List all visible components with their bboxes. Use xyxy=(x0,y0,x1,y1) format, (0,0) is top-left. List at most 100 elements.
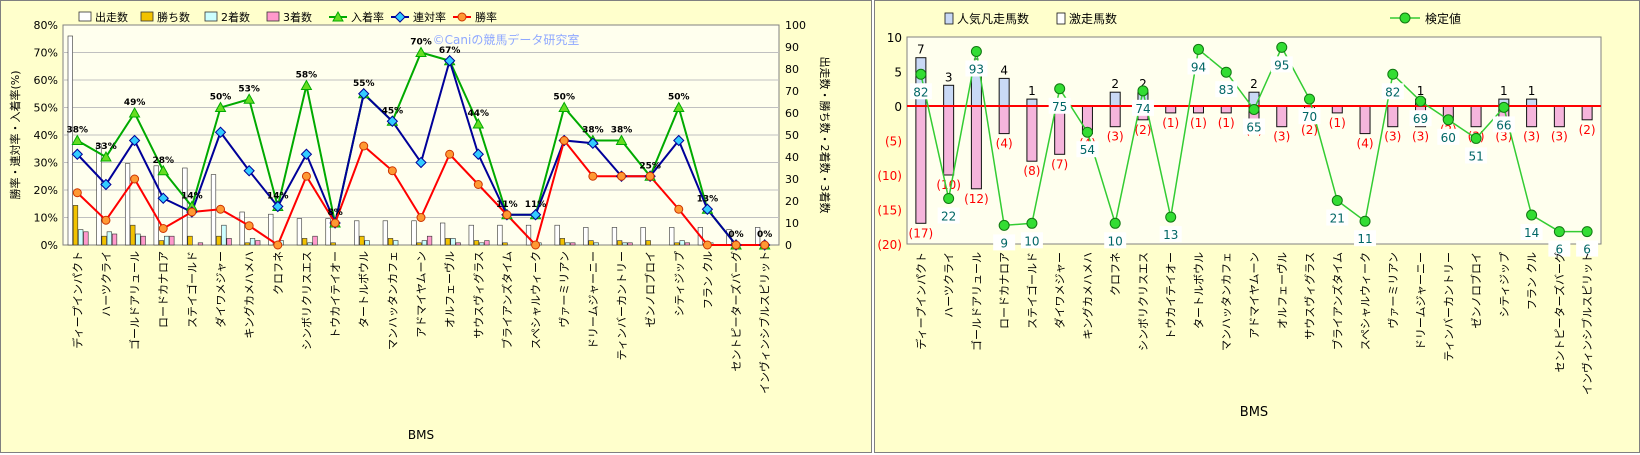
marker-勝率 xyxy=(702,240,712,250)
marker-連対率 xyxy=(272,200,284,213)
bar-激走馬数 xyxy=(1470,105,1482,128)
line-label-bg xyxy=(1409,110,1432,127)
category-label: オルフェーヴル xyxy=(1275,252,1289,329)
marker-勝率 xyxy=(645,171,655,181)
marker-連対率 xyxy=(157,192,169,204)
bar-激走馬数 xyxy=(1109,105,1121,128)
line-label-bg xyxy=(1187,58,1210,75)
y-tick-label: 0% xyxy=(41,239,58,252)
category-label: セントピーターズバーグ xyxy=(729,251,743,371)
bar-勝ち数 xyxy=(72,205,79,246)
line-value-label: 13 xyxy=(1163,228,1178,242)
marker-検定値 xyxy=(1137,85,1149,97)
category-label: ステイゴールド xyxy=(185,251,199,328)
bar-勝ち数 xyxy=(502,242,508,246)
line-value-label: 6 xyxy=(1556,243,1564,257)
bar-2着数 xyxy=(135,233,141,246)
bar-3着数 xyxy=(226,238,232,246)
bar-value-label: 1 xyxy=(1500,84,1508,98)
x-axis-title: BMS xyxy=(408,428,434,442)
category-label: ハーツクライ xyxy=(943,252,956,318)
marker-検定値 xyxy=(1081,126,1093,138)
category-label: インヴィンシブルスピリット xyxy=(758,251,772,394)
bar-value-label: 1 xyxy=(1028,84,1036,98)
bar-激走馬数 xyxy=(943,105,955,176)
marker-勝率 xyxy=(330,218,340,228)
marker-勝率 xyxy=(101,215,111,225)
marker-検定値 xyxy=(1331,195,1343,207)
marker-検定値 xyxy=(1054,83,1066,95)
bar-3着数 xyxy=(570,242,576,246)
data-label: 0% xyxy=(728,230,743,240)
bar-value-label: (1) xyxy=(1162,116,1179,130)
category-label: ドリームジャーニー xyxy=(587,251,600,349)
category-label: ディープインパクト xyxy=(70,251,84,349)
bar-勝ち数 xyxy=(416,242,422,246)
y2-tick-label: 100 xyxy=(785,19,806,32)
bar-出走数 xyxy=(182,167,188,246)
data-label: 28% xyxy=(152,156,174,166)
marker-検定値 xyxy=(1026,217,1038,229)
bar-2着数 xyxy=(479,242,485,246)
bar-出走数 xyxy=(153,165,159,246)
line-label-bg xyxy=(1131,99,1154,116)
bar-出走数 xyxy=(124,163,131,246)
bar-激走馬数 xyxy=(998,105,1010,135)
line-value-label: 95 xyxy=(1274,58,1289,72)
bar-3着数 xyxy=(197,242,204,246)
bar-勝ち数 xyxy=(559,238,565,246)
marker-連対率 xyxy=(673,134,685,147)
marker-連対率 xyxy=(128,134,141,147)
line-label-bg xyxy=(1354,230,1377,247)
data-label: 53% xyxy=(238,84,260,94)
marker-検定値 xyxy=(943,192,955,204)
bar-2着数 xyxy=(164,235,170,246)
line-value-label: 94 xyxy=(1191,60,1206,74)
data-label: 55% xyxy=(353,79,375,89)
left-chart-panel: 0% 10% 20% 30% 40% 50% 60% 70% 80% 0 10 20 30 40 50 60 7… xyxy=(0,0,872,453)
y2-tick-label: 50 xyxy=(785,129,799,142)
legend-label: 激走馬数 xyxy=(1069,11,1117,26)
y2-tick-label: 10 xyxy=(785,217,799,230)
bar-激走馬数 xyxy=(1359,105,1371,135)
marker-検定値 xyxy=(915,68,927,80)
line-label-bg xyxy=(993,234,1016,251)
line-label-bg xyxy=(937,207,960,224)
y-tick-label: 20% xyxy=(34,184,58,197)
data-label: 38% xyxy=(67,126,89,136)
data-label: 50% xyxy=(668,93,690,103)
bar-3着数 xyxy=(140,235,146,246)
category-label: ダイワメジャー xyxy=(1053,252,1067,328)
bar-勝ち数 xyxy=(473,240,480,246)
y-tick-label: (5) xyxy=(885,135,902,149)
legend-label: 連対率 xyxy=(413,10,446,24)
bar-激走馬数 xyxy=(1026,105,1038,162)
y-tick-label: 10% xyxy=(34,212,58,225)
bar-3着数 xyxy=(627,242,633,246)
category-label: クロフネ xyxy=(272,251,285,295)
line-value-label: 82 xyxy=(1385,85,1400,99)
category-label: ダイワメジャー xyxy=(214,251,228,327)
marker-勝率 xyxy=(72,188,82,198)
category-label: ゴールドアリュール xyxy=(128,251,142,350)
bar-3着数 xyxy=(111,233,118,246)
y2-tick-label: 70 xyxy=(785,85,799,98)
legend-swatch xyxy=(266,11,280,22)
bar-出走数 xyxy=(583,227,589,246)
bar-value-label: (3) xyxy=(1495,130,1512,144)
bar-value-label: (3) xyxy=(1107,130,1124,144)
bar-3着数 xyxy=(484,240,490,246)
marker-勝率 xyxy=(158,224,168,233)
marker-勝率 xyxy=(359,141,369,151)
category-label: アドマイヤムーン xyxy=(1248,252,1261,339)
marker-入着率 xyxy=(415,46,427,57)
legend-label: 人気凡走馬数 xyxy=(957,11,1029,26)
legend-marker xyxy=(457,12,467,22)
category-label: ロードカナロア xyxy=(157,251,170,328)
marker-入着率 xyxy=(300,79,313,90)
bar-勝ち数 xyxy=(330,242,336,246)
bar-激走馬数 xyxy=(1331,105,1343,114)
line-value-label: 69 xyxy=(1413,112,1428,126)
marker-勝率 xyxy=(616,171,626,181)
line-value-label: 75 xyxy=(1052,100,1067,114)
